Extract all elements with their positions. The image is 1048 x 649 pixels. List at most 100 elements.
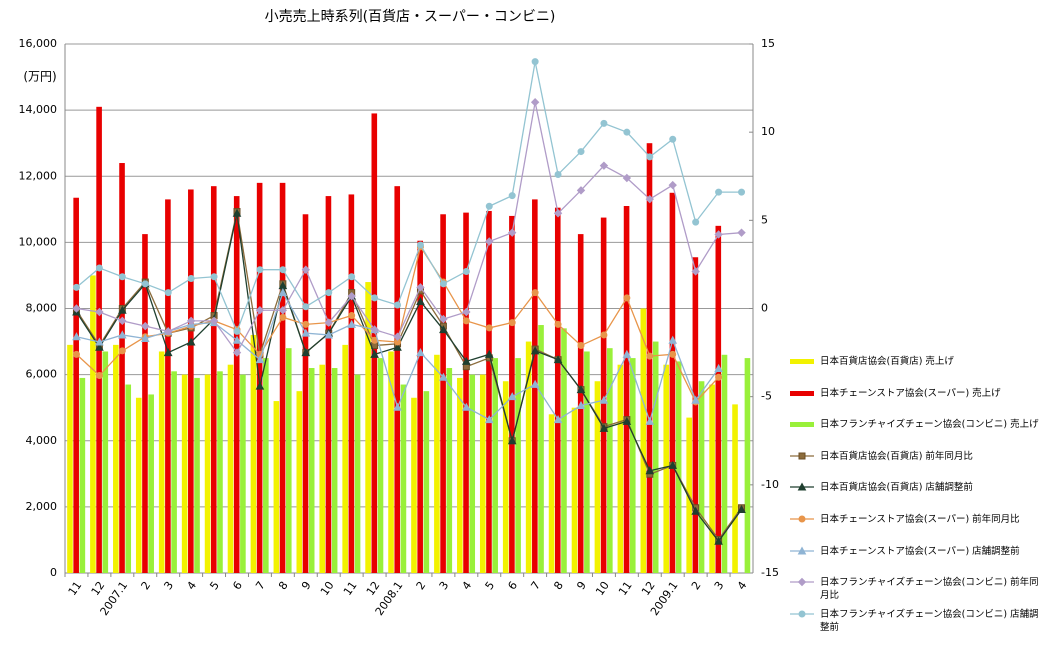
marker [72, 332, 81, 341]
bar [148, 394, 154, 573]
bar [308, 368, 315, 573]
bar [571, 407, 578, 573]
marker [187, 275, 195, 283]
x-tick-label: 8 [276, 579, 291, 592]
x-tick-label: 5 [207, 579, 222, 592]
legend-label: 日本チェーンストア協会(スーパー) 売上げ [820, 387, 1001, 399]
marker [714, 363, 723, 372]
bar [446, 368, 453, 573]
x-tick-label: 11 [616, 579, 635, 598]
marker [577, 342, 585, 350]
marker [645, 416, 655, 425]
bar [538, 325, 544, 573]
bar [142, 234, 148, 573]
bar [331, 368, 338, 573]
bar [165, 199, 171, 574]
legend-swatch-bar [790, 359, 814, 364]
marker [714, 230, 723, 239]
bar [594, 381, 601, 573]
marker [278, 288, 288, 297]
bar [188, 189, 194, 573]
marker [554, 320, 562, 328]
y2-tick-label: 15 [761, 37, 775, 50]
marker [737, 228, 746, 237]
bar [194, 377, 200, 573]
marker [232, 208, 242, 217]
marker [797, 546, 807, 555]
legend-label: 日本チェーンストア協会(スーパー) 前年同月比 [820, 513, 1020, 525]
x-tick-label: 7 [528, 579, 543, 592]
marker [72, 350, 80, 358]
marker [692, 218, 700, 226]
bar [90, 275, 96, 573]
x-tick-label: 2 [689, 579, 704, 592]
marker [255, 306, 265, 315]
marker [439, 325, 448, 334]
marker [668, 460, 678, 469]
marker [255, 355, 265, 364]
bar [629, 358, 636, 573]
marker [507, 228, 517, 237]
marker [599, 423, 609, 432]
marker [485, 237, 494, 246]
marker [737, 504, 746, 514]
marker [622, 416, 632, 425]
legend-item: 日本チェーンストア協会(スーパー) 店舗調整前 [790, 545, 1040, 577]
marker [370, 325, 379, 334]
marker [255, 381, 265, 390]
bar [319, 364, 326, 573]
y-tick-label: 2,000 [26, 500, 58, 513]
bar [285, 348, 292, 573]
bar [423, 391, 430, 573]
bar [525, 341, 532, 573]
marker [714, 536, 723, 545]
bar [181, 374, 188, 573]
marker [462, 267, 470, 275]
bar [400, 384, 407, 573]
bar [102, 351, 109, 573]
marker [622, 349, 632, 358]
legend-swatch [790, 452, 814, 460]
bar [721, 354, 728, 573]
legend-swatch [790, 577, 814, 587]
bar [469, 374, 476, 573]
y-tick-label: 10,000 [19, 235, 58, 248]
bar [463, 212, 469, 573]
bar [584, 351, 590, 573]
y2-tick-label: 5 [761, 213, 768, 226]
legend-item: 日本フランチャイズチェーン協会(コンビニ) 店舗調整前 [790, 608, 1040, 640]
marker [301, 265, 311, 274]
marker [117, 305, 127, 314]
marker [416, 283, 425, 292]
legend-swatch [790, 390, 814, 396]
x-tick-label: 2 [414, 579, 429, 592]
marker [798, 515, 806, 523]
x-tick-label: 12 [364, 579, 383, 598]
marker [347, 291, 356, 301]
marker [691, 506, 701, 515]
marker [508, 319, 516, 327]
x-tick-label: 9 [574, 579, 589, 592]
bar [502, 381, 509, 573]
line [75, 213, 743, 543]
bar [210, 186, 217, 573]
bar [119, 163, 125, 573]
marker [715, 188, 723, 196]
line [76, 61, 742, 334]
marker [553, 355, 563, 364]
x-tick-label: 4 [735, 579, 750, 592]
legend-item: 日本チェーンストア協会(スーパー) 売上げ [790, 387, 1040, 419]
bar [227, 364, 234, 573]
marker [118, 347, 126, 355]
x-tick-label: 4 [184, 579, 199, 592]
bar [67, 344, 73, 573]
bar [79, 377, 86, 573]
marker [576, 400, 586, 409]
marker [256, 266, 264, 274]
marker [439, 372, 448, 381]
marker [576, 385, 586, 394]
marker [507, 436, 517, 445]
marker [394, 301, 402, 309]
